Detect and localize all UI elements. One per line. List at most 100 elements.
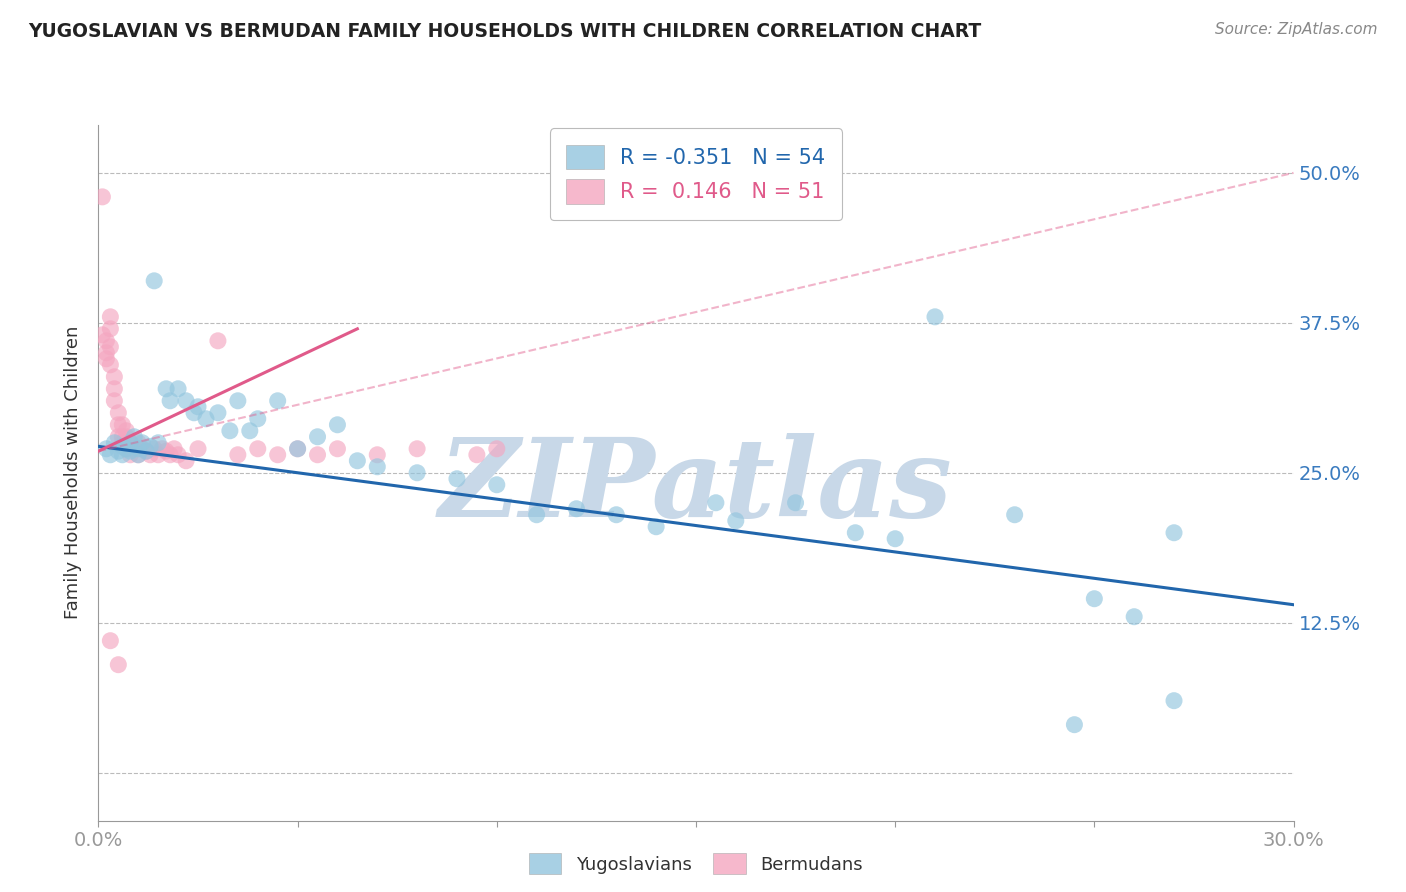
Point	[139, 448, 162, 462]
Point	[645, 520, 668, 534]
Point	[1163, 694, 1185, 708]
Text: Source: ZipAtlas.com: Source: ZipAtlas.com	[1215, 22, 1378, 37]
Point	[485, 442, 508, 456]
Text: YUGOSLAVIAN VS BERMUDAN FAMILY HOUSEHOLDS WITH CHILDREN CORRELATION CHART: YUGOSLAVIAN VS BERMUDAN FAMILY HOUSEHOLD…	[28, 22, 981, 41]
Point	[346, 454, 368, 468]
Point	[307, 430, 329, 444]
Point	[111, 430, 134, 444]
Point	[96, 351, 118, 366]
Point	[1123, 609, 1146, 624]
Y-axis label: Family Households with Children: Family Households with Children	[65, 326, 83, 619]
Point	[1004, 508, 1026, 522]
Point	[120, 448, 142, 462]
Point	[120, 444, 142, 458]
Point	[287, 442, 309, 456]
Point	[100, 340, 122, 354]
Point	[150, 442, 173, 456]
Point	[148, 448, 170, 462]
Point	[366, 459, 388, 474]
Point	[127, 435, 149, 450]
Point	[187, 400, 209, 414]
Point	[124, 430, 146, 444]
Point	[143, 274, 166, 288]
Point	[111, 448, 134, 462]
Point	[465, 448, 488, 462]
Point	[91, 190, 114, 204]
Point	[91, 327, 114, 342]
Point	[115, 424, 138, 438]
Point	[107, 430, 129, 444]
Point	[103, 382, 125, 396]
Point	[446, 472, 468, 486]
Legend: Yugoslavians, Bermudans: Yugoslavians, Bermudans	[522, 846, 870, 881]
Point	[195, 411, 218, 425]
Point	[155, 444, 177, 458]
Point	[246, 411, 269, 425]
Point	[127, 448, 149, 462]
Point	[406, 466, 429, 480]
Point	[1063, 717, 1085, 731]
Point	[100, 310, 122, 324]
Point	[785, 496, 807, 510]
Point	[115, 442, 138, 456]
Point	[246, 442, 269, 456]
Point	[135, 444, 157, 458]
Point	[287, 442, 309, 456]
Point	[226, 393, 249, 408]
Point	[96, 442, 118, 456]
Point	[120, 435, 142, 450]
Point	[100, 448, 122, 462]
Point	[187, 442, 209, 456]
Point	[107, 444, 129, 458]
Point	[326, 417, 349, 432]
Point	[107, 657, 129, 672]
Point	[139, 439, 162, 453]
Point	[143, 442, 166, 456]
Point	[124, 442, 146, 456]
Point	[111, 435, 134, 450]
Point	[96, 346, 118, 360]
Point	[226, 448, 249, 462]
Point	[326, 442, 349, 456]
Point	[115, 442, 138, 456]
Point	[155, 382, 177, 396]
Point	[131, 435, 153, 450]
Point	[127, 442, 149, 456]
Point	[1163, 525, 1185, 540]
Point	[267, 448, 290, 462]
Point	[174, 454, 197, 468]
Point	[111, 439, 134, 453]
Point	[107, 417, 129, 432]
Point	[526, 508, 548, 522]
Point	[135, 444, 157, 458]
Point	[148, 435, 170, 450]
Point	[159, 393, 181, 408]
Point	[406, 442, 429, 456]
Point	[183, 406, 205, 420]
Point	[96, 334, 118, 348]
Point	[167, 382, 190, 396]
Point	[207, 406, 229, 420]
Point	[207, 334, 229, 348]
Point	[115, 430, 138, 444]
Point	[103, 393, 125, 408]
Point	[366, 448, 388, 462]
Text: ZIPatlas: ZIPatlas	[439, 433, 953, 541]
Point	[844, 525, 866, 540]
Point	[239, 424, 262, 438]
Point	[704, 496, 727, 510]
Point	[103, 369, 125, 384]
Point	[163, 442, 186, 456]
Point	[131, 442, 153, 456]
Point	[127, 448, 149, 462]
Point	[120, 435, 142, 450]
Point	[267, 393, 290, 408]
Point	[159, 448, 181, 462]
Point	[107, 406, 129, 420]
Point	[605, 508, 627, 522]
Point	[111, 417, 134, 432]
Point	[100, 322, 122, 336]
Point	[100, 358, 122, 372]
Point	[884, 532, 907, 546]
Point	[924, 310, 946, 324]
